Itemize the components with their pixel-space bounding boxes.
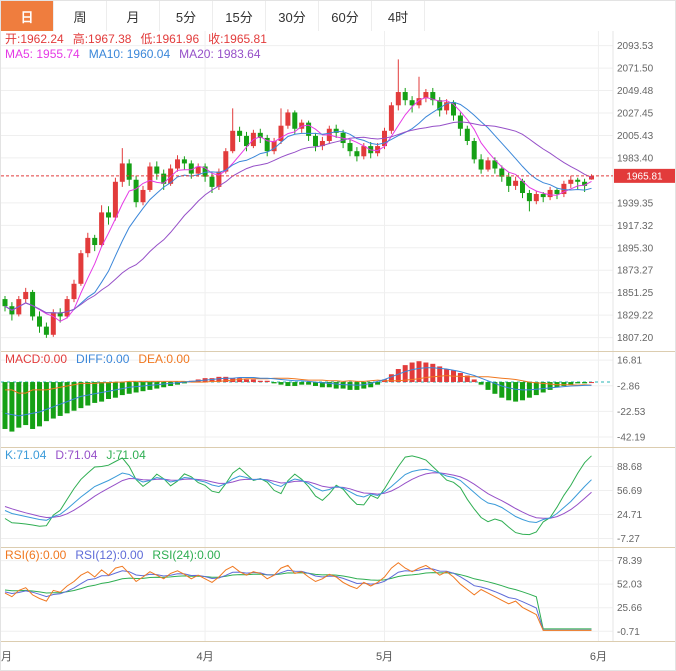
- macd-canvas: 16.81 -2.86 -22.53 -42.19: [1, 351, 646, 447]
- svg-text:1965.81: 1965.81: [626, 171, 663, 182]
- price-chart-canvas: 2093.53 2071.50 2049.48 2027.45 2005.43 1983.…: [1, 31, 675, 351]
- tab-week[interactable]: 周: [54, 1, 107, 31]
- x-axis-label: 6月: [589, 651, 607, 663]
- svg-text:2093.53: 2093.53: [617, 41, 654, 52]
- kdj-canvas: 88.68 56.69 24.71 -7.27: [1, 447, 642, 547]
- svg-text:52.03: 52.03: [617, 580, 642, 591]
- x-axis-label: 4月: [196, 651, 214, 663]
- svg-text:1807.20: 1807.20: [617, 333, 654, 344]
- tab-month[interactable]: 月: [107, 1, 160, 31]
- tab-15min[interactable]: 15分: [213, 1, 266, 31]
- svg-text:78.39: 78.39: [617, 556, 642, 567]
- svg-text:1873.27: 1873.27: [617, 266, 654, 277]
- panel-divider: [1, 547, 675, 548]
- x-axis-label: 5月: [375, 651, 394, 663]
- svg-text:2049.48: 2049.48: [617, 86, 654, 97]
- svg-text:-42.19: -42.19: [617, 433, 646, 444]
- svg-text:1983.40: 1983.40: [617, 153, 654, 164]
- svg-text:1895.30: 1895.30: [617, 243, 654, 254]
- macd-panel[interactable]: 16.81 -2.86 -22.53 -42.19 MACD:0.00 DIFF:0.0…: [1, 351, 675, 447]
- svg-text:1917.32: 1917.32: [617, 221, 654, 232]
- svg-text:2071.50: 2071.50: [617, 64, 654, 75]
- svg-text:88.68: 88.68: [617, 462, 642, 473]
- price-chart-panel[interactable]: 2093.53 2071.50 2049.48 2027.45 2005.43 1983.…: [1, 31, 675, 351]
- svg-text:56.69: 56.69: [617, 486, 642, 497]
- panel-divider: [1, 447, 675, 448]
- svg-text:-2.86: -2.86: [617, 381, 640, 392]
- svg-text:2005.43: 2005.43: [617, 131, 654, 142]
- svg-text:1939.35: 1939.35: [617, 198, 654, 209]
- tab-4hour[interactable]: 4时: [372, 1, 425, 31]
- svg-text:16.81: 16.81: [617, 356, 642, 367]
- tab-60min[interactable]: 60分: [319, 1, 372, 31]
- tab-day[interactable]: 日: [1, 1, 54, 31]
- svg-text:-0.71: -0.71: [617, 627, 640, 638]
- svg-text:24.71: 24.71: [617, 510, 642, 521]
- svg-text:-22.53: -22.53: [617, 407, 646, 418]
- svg-text:1851.25: 1851.25: [617, 288, 654, 299]
- svg-text:1829.22: 1829.22: [617, 311, 654, 322]
- rsi-panel[interactable]: 78.39 52.03 25.66 -0.71 RSI(6):0.00 RSI(12):…: [1, 547, 675, 641]
- svg-text:-7.27: -7.27: [617, 534, 640, 545]
- rsi-canvas: 78.39 52.03 25.66 -0.71: [1, 547, 642, 641]
- tab-5min[interactable]: 5分: [160, 1, 213, 31]
- svg-text:2027.45: 2027.45: [617, 108, 654, 119]
- x-axis-label: 月: [1, 651, 12, 663]
- svg-text:25.66: 25.66: [617, 603, 642, 614]
- x-axis: 月 4月 5月 6月: [1, 641, 675, 670]
- timeframe-tabbar: 日 周 月 5分 15分 30分 60分 4时: [1, 1, 675, 32]
- kdj-panel[interactable]: 88.68 56.69 24.71 -7.27 K:71.04 D:71.04 J:71.…: [1, 447, 675, 547]
- tab-30min[interactable]: 30分: [266, 1, 319, 31]
- panel-divider: [1, 351, 675, 352]
- panel-divider: [1, 641, 675, 642]
